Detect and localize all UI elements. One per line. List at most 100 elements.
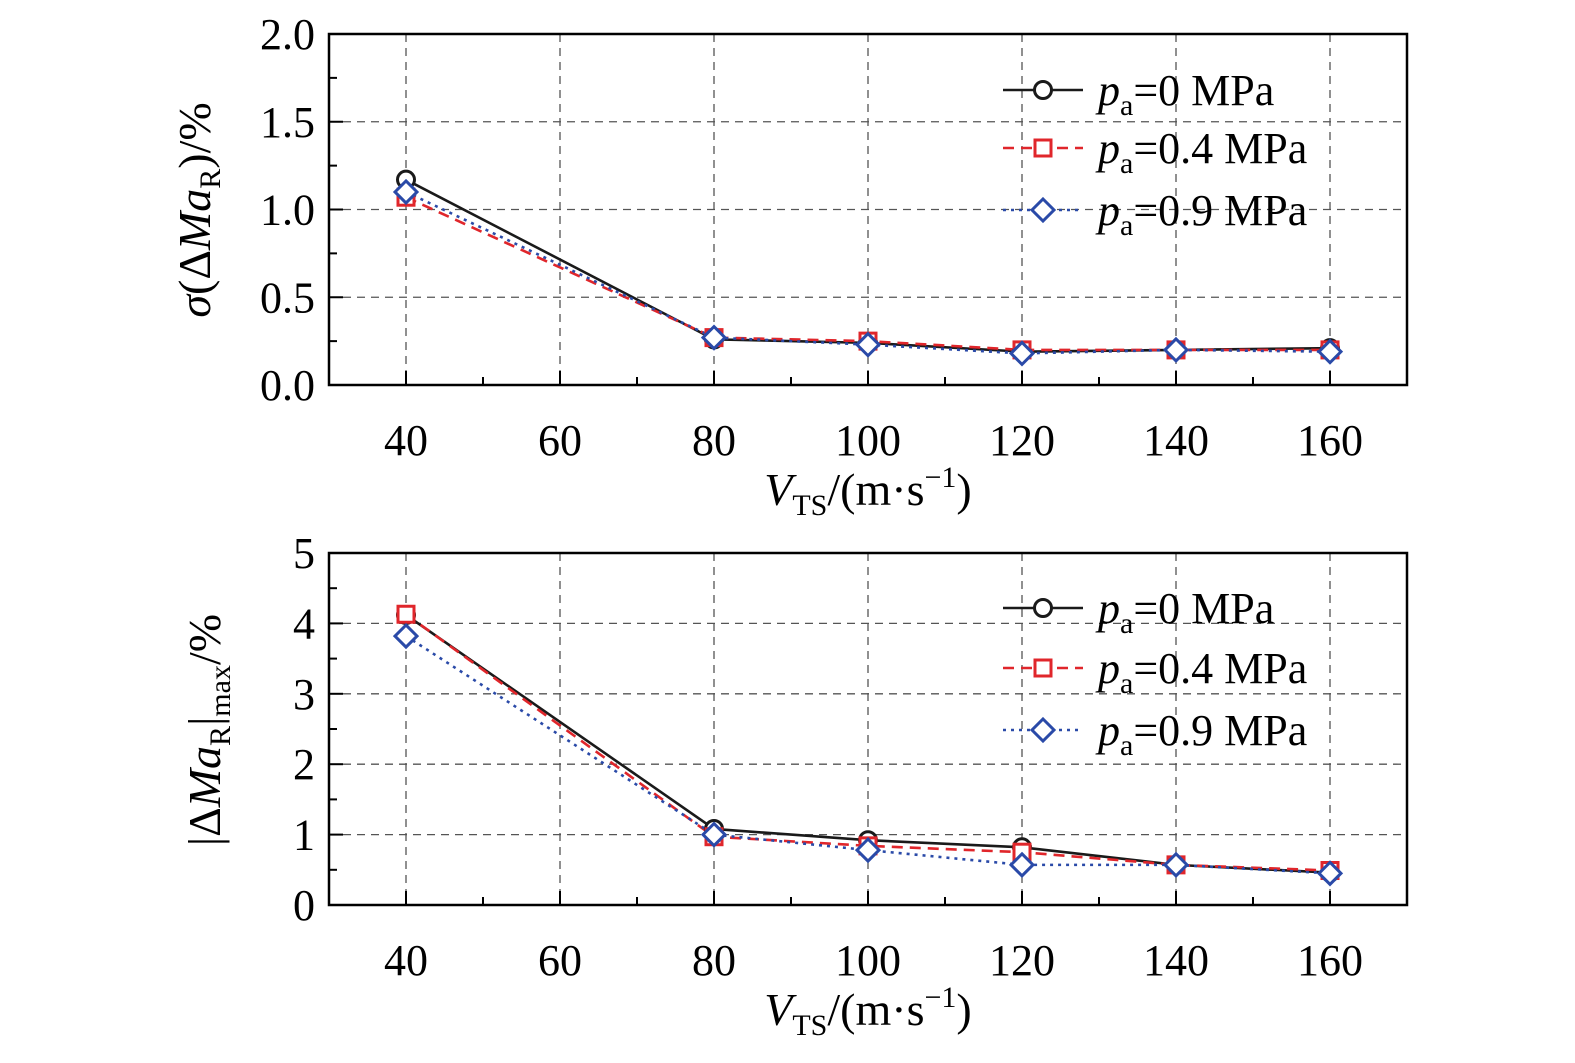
x-axis-title: VTS/(m·s−1)	[764, 981, 971, 1042]
y-axis-title-rest: |	[179, 717, 230, 726]
series-1-point	[396, 604, 416, 624]
legend-label-p: p	[1095, 186, 1120, 235]
series-2-point	[700, 324, 728, 351]
x-axis-title-main: V	[764, 984, 797, 1035]
series-2-point	[392, 178, 420, 206]
x-tick-label: 40	[384, 936, 428, 985]
y-tick-label: 0.0	[260, 361, 315, 410]
y-axis-title-delta: |Δ	[179, 807, 230, 846]
y-tick-label: 2	[293, 740, 315, 789]
series-line-2	[405, 634, 1331, 875]
x-tick-label: 80	[692, 936, 736, 985]
max-chart: 40 60 80 100 120 140 160 0 1 2 3 4 5 VTS/(m·s−1) |ΔMaR…	[179, 529, 1409, 1042]
legend-label-p: p	[1095, 644, 1120, 693]
y-tick-label: 1.5	[260, 98, 315, 147]
legend-label-p: p	[1095, 124, 1120, 173]
y-axis-title: |ΔMaR|max/%	[179, 614, 237, 846]
x-axis-title: VTS/(m·s−1)	[764, 461, 971, 522]
series-2-point	[1162, 851, 1190, 878]
y-axis-title-ma: Ma	[179, 746, 230, 808]
legend-label-p: p	[1095, 66, 1120, 115]
series-2-point	[854, 331, 882, 358]
legend-label-sub: a	[1120, 89, 1133, 122]
x-tick-label: 60	[538, 936, 582, 985]
legend-label-rest: =0.9 MPa	[1133, 706, 1307, 755]
series-2-point	[1162, 336, 1190, 364]
y-tick-label: 0.5	[260, 273, 315, 322]
legend-label-rest: =0 MPa	[1133, 584, 1274, 633]
legend-marker	[1033, 658, 1053, 678]
legend-marker	[1033, 80, 1053, 100]
y-axis-title-ma: Ma	[169, 189, 220, 251]
legend-marker	[1029, 196, 1057, 224]
y-tick-label: 4	[293, 599, 315, 648]
legend-marker	[1033, 598, 1053, 618]
legend-label-sub: a	[1120, 147, 1133, 180]
x-axis-title-rest: /(m·s	[827, 984, 924, 1035]
x-tick-label: 100	[835, 936, 901, 985]
series-line-0	[405, 178, 1331, 353]
x-tick-label: 60	[538, 416, 582, 465]
y-axis-title-sub: R	[194, 169, 227, 189]
legend-label-sub: a	[1120, 667, 1133, 700]
legend-label-sub: a	[1120, 209, 1133, 242]
y-tick-label: 2.0	[260, 10, 315, 59]
x-axis-title-sup: −1	[924, 461, 956, 494]
x-axis-title-rest: /(m·s	[827, 464, 924, 515]
x-tick-label: 80	[692, 416, 736, 465]
y-axis-title-sub: R	[204, 726, 237, 746]
legend-label-rest: =0.4 MPa	[1133, 644, 1307, 693]
y-tick-label: 3	[293, 670, 315, 719]
x-tick-label: 120	[989, 416, 1055, 465]
legend-marker	[1029, 716, 1057, 744]
legend-label: pa=0 MPa	[1095, 66, 1274, 122]
x-tick-label: 160	[1297, 416, 1363, 465]
x-axis-title-close: )	[956, 984, 971, 1035]
legend-label-p: p	[1095, 706, 1120, 755]
legend-marker	[1033, 138, 1053, 158]
legend-label: pa=0.9 MPa	[1095, 706, 1307, 762]
y-axis-title-delta: (Δ	[169, 250, 220, 295]
y-tick-label: 1.0	[260, 186, 315, 235]
y-axis-title: σ(ΔMaR)/%	[169, 102, 227, 317]
series-line-1	[405, 613, 1331, 872]
legend-label-rest: =0.9 MPa	[1133, 186, 1307, 235]
x-tick-label: 100	[835, 416, 901, 465]
x-axis-title-sub: TS	[792, 1009, 827, 1042]
x-tick-label: 140	[1143, 936, 1209, 985]
legend-label-sub: a	[1120, 729, 1133, 762]
std-chart: 40 60 80 100 120 140 160 0.0 0.5 1.0 1.5 2.0 VTS/(m·…	[169, 10, 1409, 522]
legend-label: pa=0.4 MPa	[1095, 644, 1307, 700]
series-2-point	[1008, 340, 1036, 367]
y-axis-title-sub2: max	[204, 665, 237, 717]
series-2-point	[1316, 338, 1344, 365]
legend-label-rest: =0.4 MPa	[1133, 124, 1307, 173]
legend-label: pa=0.9 MPa	[1095, 186, 1307, 242]
y-axis-title-sigma: σ	[169, 293, 220, 318]
y-tick-label: 5	[293, 529, 315, 578]
x-axis-title-sub: TS	[792, 489, 827, 522]
legend-label: pa=0.4 MPa	[1095, 124, 1307, 180]
y-tick-label: 0	[293, 881, 315, 930]
series-2-point	[1008, 851, 1036, 878]
series-2-point	[392, 622, 420, 650]
y-tick-label: 1	[293, 811, 315, 860]
x-tick-label: 120	[989, 936, 1055, 985]
x-axis-title-close: )	[956, 464, 971, 515]
x-tick-label: 40	[384, 416, 428, 465]
legend-label: pa=0 MPa	[1095, 584, 1274, 640]
x-tick-label: 140	[1143, 416, 1209, 465]
series-2-point	[854, 836, 882, 864]
x-tick-label: 160	[1297, 936, 1363, 985]
x-axis-title-main: V	[764, 464, 797, 515]
y-axis-title-rest2: /%	[179, 614, 230, 665]
y-axis-title-rest: )/%	[169, 102, 220, 168]
x-axis-title-sup: −1	[924, 981, 956, 1014]
legend-label-sub: a	[1120, 607, 1133, 640]
legend-label-p: p	[1095, 584, 1120, 633]
series-2-point	[700, 821, 728, 848]
legend-label-rest: =0 MPa	[1133, 66, 1274, 115]
